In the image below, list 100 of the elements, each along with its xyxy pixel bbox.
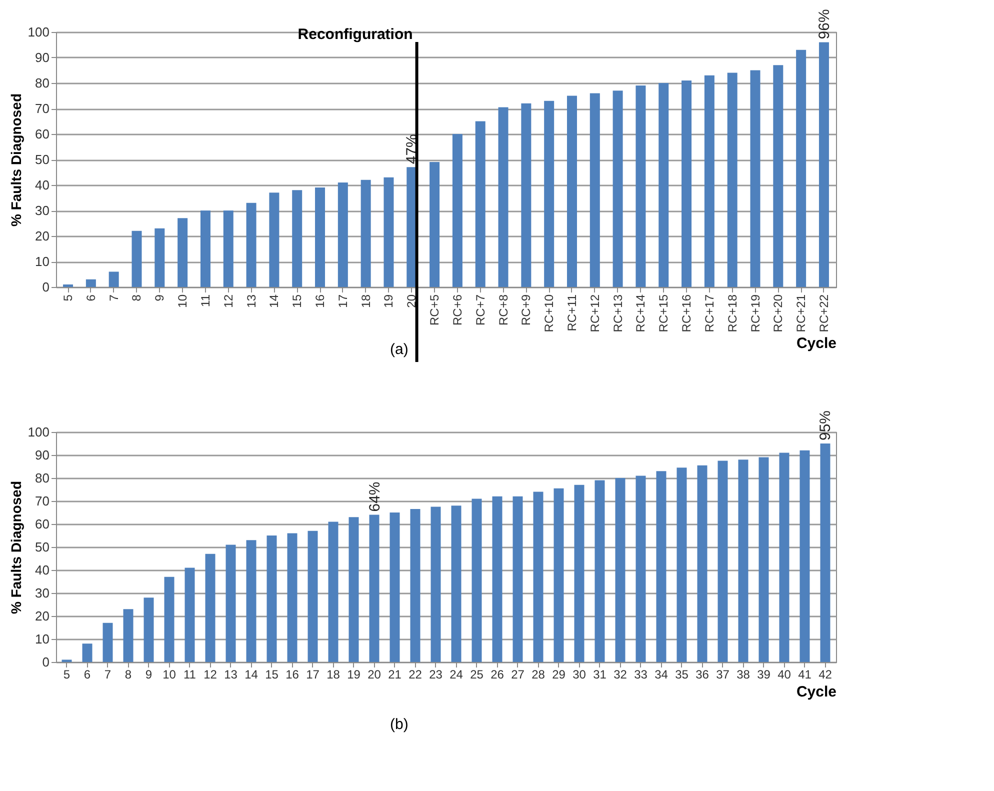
x-tick-label: 35: [675, 668, 689, 682]
x-tick-label: 20: [404, 294, 419, 308]
x-tick-label: 42: [818, 668, 832, 682]
x-tick-label: 19: [347, 668, 361, 682]
x-tick-label: 15: [265, 668, 279, 682]
x-tick-label: 39: [757, 668, 771, 682]
ref-line-label: Reconfiguration: [298, 26, 413, 43]
bar: [269, 192, 280, 287]
y-tick-label: 20: [35, 608, 50, 624]
data-label: 64%: [366, 482, 384, 512]
bar: [800, 450, 810, 662]
x-tick-label: 38: [736, 668, 750, 682]
bar: [154, 228, 165, 287]
bar: [704, 75, 714, 287]
x-tick-label: 27: [511, 668, 525, 682]
x-tick-label: 33: [634, 668, 648, 682]
y-tick-label: 10: [35, 254, 50, 269]
bar: [512, 496, 523, 662]
x-tick-label: 23: [429, 668, 443, 682]
x-tick-label: 7: [104, 668, 112, 682]
x-tick-label: 10: [162, 668, 176, 682]
bar: [451, 506, 462, 662]
y-tick-label: 60: [35, 516, 50, 532]
bar: [758, 457, 769, 662]
bar: [200, 210, 210, 287]
x-tick-label: RC+15: [656, 294, 671, 332]
x-tick-label: 22: [408, 668, 422, 682]
x-tick-label: 41: [798, 668, 812, 682]
bar: [369, 514, 380, 662]
bar: [246, 202, 256, 287]
x-tick-label: 18: [326, 668, 340, 682]
x-tick-label: 10: [176, 294, 190, 308]
y-tick-label: 30: [35, 586, 50, 600]
bar: [492, 496, 502, 662]
y-tick-label: 50: [35, 540, 50, 554]
data-label: 95%: [817, 410, 834, 440]
bar: [452, 134, 462, 287]
bar: [102, 622, 113, 662]
x-tick-label: RC+11: [564, 294, 579, 332]
bar: [108, 272, 119, 287]
x-tick-label: 20: [368, 668, 382, 682]
bar: [718, 460, 728, 662]
bar: [574, 484, 584, 662]
x-tick-label: RC+17: [702, 294, 716, 332]
bar: [226, 544, 236, 662]
bar: [533, 492, 544, 662]
x-tick-label: 13: [244, 294, 258, 308]
bar: [178, 218, 188, 287]
x-tick-label: RC+14: [634, 294, 648, 332]
bar: [773, 65, 784, 287]
x-tick-label: RC+10: [542, 294, 556, 332]
x-tick-label: RC+9: [519, 294, 534, 326]
bar: [594, 480, 605, 662]
x-tick-label: 12: [221, 294, 236, 308]
y-tick-label: 0: [42, 654, 50, 670]
x-tick-label: 8: [130, 294, 144, 302]
bar: [123, 609, 134, 662]
y-tick-label: 90: [35, 448, 50, 462]
bar: [566, 96, 577, 287]
x-tick-label: 21: [388, 668, 402, 682]
x-tick-label: 14: [244, 668, 258, 682]
y-tick-label: 30: [35, 203, 50, 218]
x-tick-label: 40: [778, 668, 792, 682]
x-tick-label: 29: [552, 668, 566, 682]
x-tick-label: 30: [572, 668, 586, 682]
bar: [82, 644, 92, 662]
bar: [656, 471, 666, 662]
x-tick-label: RC+6: [450, 294, 464, 326]
bar: [86, 279, 96, 287]
x-tick-label: 15: [290, 294, 304, 308]
x-tick-label: 34: [654, 668, 668, 682]
bar: [430, 506, 441, 662]
bar: [475, 121, 486, 287]
bar: [796, 50, 806, 287]
bar: [144, 598, 154, 662]
x-tick-label: 25: [470, 668, 484, 682]
data-label: 96%: [816, 9, 833, 40]
x-tick-label: 17: [336, 294, 350, 308]
x-tick-label: RC+21: [794, 294, 808, 332]
y-tick-label: 40: [35, 178, 50, 192]
bar: [287, 533, 298, 662]
bar: [472, 498, 482, 662]
bar: [308, 530, 318, 662]
bar: [738, 460, 748, 662]
y-tick-label: 80: [35, 76, 50, 90]
bar: [338, 182, 348, 287]
y-tick-label: 100: [28, 424, 50, 440]
x-axis-title: Cycle: [796, 335, 836, 352]
bar: [636, 476, 646, 662]
bar: [615, 478, 626, 662]
x-tick-label: 32: [614, 668, 628, 682]
bar: [223, 210, 234, 287]
bar: [328, 522, 338, 662]
bar: [779, 452, 790, 662]
y-tick-label: 100: [28, 24, 50, 40]
x-tick-label: 36: [696, 668, 710, 682]
bar: [750, 70, 760, 287]
bar: [164, 576, 174, 662]
x-tick-label: RC+19: [748, 294, 762, 332]
y-tick-label: 40: [35, 562, 50, 578]
